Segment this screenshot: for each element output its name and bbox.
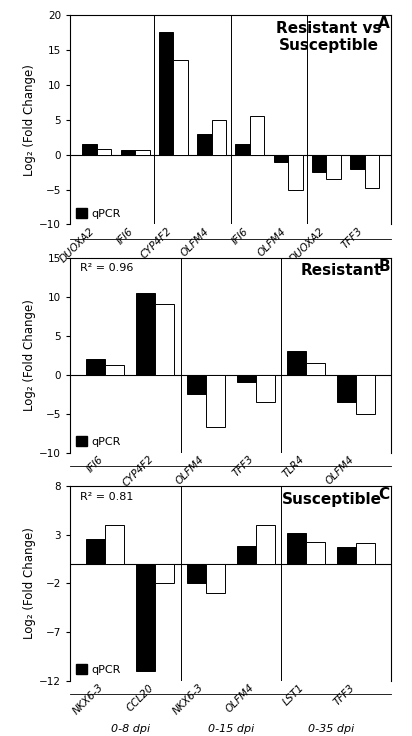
Bar — [326, 155, 341, 179]
Bar — [136, 564, 155, 671]
Bar — [250, 116, 265, 155]
Bar — [237, 546, 256, 564]
Text: 35 dpi: 35 dpi — [328, 271, 363, 280]
Text: 0-15 dpi: 0-15 dpi — [208, 723, 254, 734]
Bar — [356, 543, 375, 564]
Bar — [206, 375, 225, 427]
Text: A: A — [378, 15, 390, 31]
Text: R² = 0.81: R² = 0.81 — [80, 492, 133, 502]
Text: Susceptible: Susceptible — [282, 492, 382, 506]
Legend: qPCR: qPCR — [75, 436, 121, 447]
Y-axis label: Log₂ (Fold Change): Log₂ (Fold Change) — [23, 299, 36, 411]
Bar — [187, 564, 206, 583]
Bar — [288, 155, 303, 190]
Bar — [274, 155, 288, 162]
Text: Resistant: Resistant — [300, 263, 382, 278]
Bar — [97, 149, 111, 155]
Legend: qPCR: qPCR — [75, 665, 121, 675]
Bar — [155, 305, 175, 375]
Text: B: B — [378, 258, 390, 274]
Text: 0-35 dpi: 0-35 dpi — [308, 495, 354, 506]
Bar — [237, 375, 256, 383]
Bar — [256, 375, 275, 402]
Text: 0-8 dpi: 0-8 dpi — [111, 495, 150, 506]
Bar — [212, 120, 226, 155]
Bar — [365, 155, 379, 188]
Bar — [306, 542, 325, 564]
Y-axis label: Log₂ (Fold Change): Log₂ (Fold Change) — [23, 63, 36, 176]
Text: Resistant vs
Susceptible: Resistant vs Susceptible — [276, 21, 382, 54]
Bar — [287, 351, 306, 375]
Bar — [82, 144, 97, 155]
Bar — [155, 564, 175, 583]
Bar — [256, 525, 275, 564]
Text: 0-35 dpi: 0-35 dpi — [308, 723, 354, 734]
Text: C: C — [379, 486, 390, 502]
Bar — [135, 149, 150, 155]
Bar — [235, 144, 250, 155]
Bar — [136, 293, 155, 375]
Bar — [206, 564, 225, 593]
Bar — [86, 359, 105, 375]
Bar — [105, 525, 124, 564]
Text: 0-15 dpi: 0-15 dpi — [208, 495, 254, 506]
Bar — [86, 539, 105, 564]
Y-axis label: Log₂ (Fold Change): Log₂ (Fold Change) — [23, 527, 36, 640]
Bar — [105, 365, 124, 375]
Text: 8 dpi: 8 dpi — [178, 271, 206, 280]
Bar — [356, 375, 375, 414]
Bar — [187, 375, 206, 394]
Bar — [337, 547, 356, 564]
Text: 0 dpi: 0 dpi — [102, 271, 130, 280]
Bar — [197, 134, 212, 155]
Bar — [350, 155, 365, 169]
Bar — [173, 60, 188, 155]
Bar — [121, 150, 135, 155]
Bar — [306, 363, 325, 375]
Bar — [337, 375, 356, 402]
Text: 0-8 dpi: 0-8 dpi — [111, 723, 150, 734]
Bar — [287, 533, 306, 564]
Text: R² = 0.96: R² = 0.96 — [80, 263, 133, 274]
Bar — [159, 32, 173, 155]
Bar — [312, 155, 326, 172]
Text: 15 dpi: 15 dpi — [251, 271, 286, 280]
Legend: qPCR: qPCR — [75, 208, 121, 219]
